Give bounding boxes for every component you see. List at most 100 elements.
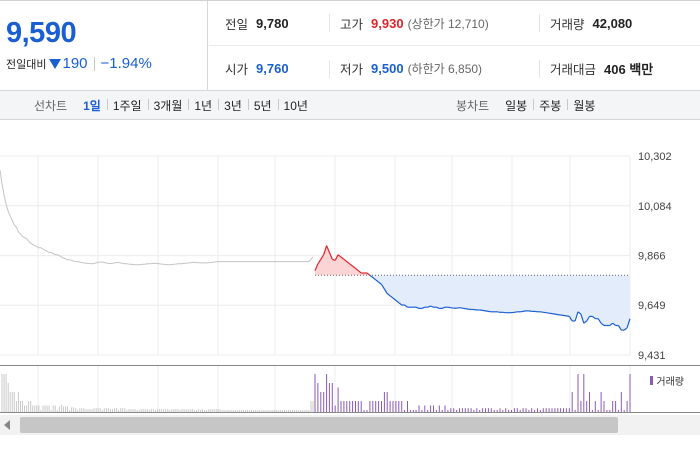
candle-chart-tabs: 봉차트 일봉 주봉 월봉 <box>456 91 601 119</box>
series-line-today-segment <box>404 304 408 308</box>
series-line-today-segment <box>337 254 342 258</box>
stat-prev-close: 전일 9,780 <box>225 1 289 45</box>
current-price: 9,590 <box>6 17 77 49</box>
series-line-today-segment <box>583 320 588 324</box>
tab-3month[interactable]: 3개월 <box>147 97 189 114</box>
series-line-today-segment <box>372 277 377 281</box>
series-line-today-segment <box>612 322 616 326</box>
tab-3year[interactable]: 3년 <box>218 97 248 114</box>
chart-scrollbar[interactable] <box>0 415 700 435</box>
series-line-today-segment <box>580 313 585 324</box>
y-tick-label: 10,084 <box>638 201 672 213</box>
stat-value: 9,780 <box>256 15 289 31</box>
tab-daily-candle[interactable]: 일봉 <box>505 98 528 113</box>
series-line-today-segment <box>568 316 573 322</box>
stat-sub: (상한가 12,710) <box>407 16 489 31</box>
y-tick-label: 9,649 <box>638 300 666 312</box>
stat-label: 시가 <box>225 63 249 77</box>
series-line-today-segment <box>326 245 330 253</box>
series-line-today-segment <box>323 245 328 255</box>
change-percent: −1.94% <box>100 55 152 72</box>
series-line-today-segment <box>626 318 631 328</box>
area-fill-up <box>315 245 630 276</box>
series-line-today-segment <box>436 306 440 309</box>
scroll-thumb[interactable] <box>20 417 618 433</box>
series-line-today-segment <box>346 261 351 265</box>
stat-value: 42,080 <box>592 15 633 31</box>
series-line-previous <box>0 170 314 266</box>
series-line-today-segment <box>421 306 426 309</box>
series-line-today-segment <box>574 311 579 322</box>
series-line-today-segment <box>386 293 391 297</box>
tab-1day[interactable]: 1일 <box>83 98 101 113</box>
price-chart[interactable]: 10,302 10,084 9,866 9,649 9,431 <box>0 121 700 365</box>
series-line-today-segment <box>465 308 469 310</box>
series-line-today-segment <box>551 313 556 315</box>
price-chart-svg: 10,302 10,084 9,866 9,649 9,431 <box>0 151 672 362</box>
stats-row-1: 전일 9,780 고가 9,930 (상한가 12,710) 거래량 42,08… <box>209 1 700 46</box>
stat-volume: 거래량 42,080 <box>539 14 632 32</box>
line-chart-tabs: 선차트 1일 1주일 3개월 1년 3년 5년 10년 <box>34 91 314 119</box>
series-line-today-segment <box>320 254 325 260</box>
quote-summary: 9,590 전일대비 190 −1.94% 전일 9,780 고가 9,930 … <box>0 0 700 91</box>
series-line-today-segment <box>314 263 319 271</box>
stat-value: 9,500 <box>371 61 404 76</box>
series-line-today-segment <box>378 281 382 285</box>
series-line-today-segment <box>392 297 397 301</box>
series-line-today-segment <box>496 311 501 313</box>
series-line-today-segment <box>485 310 489 312</box>
series-line-today-segment <box>369 274 374 278</box>
stat-value: 406 백만 <box>604 62 654 77</box>
series-line-today-segment <box>586 316 591 322</box>
series-line-today-segment <box>560 314 564 317</box>
volume-legend-label: 거래량 <box>656 377 684 388</box>
series-line-today-segment <box>600 322 605 326</box>
series-line-today-segment <box>349 263 353 267</box>
scroll-left-arrow-icon[interactable] <box>4 420 10 430</box>
stat-high: 고가 9,930 (상한가 12,710) <box>329 14 489 32</box>
stat-value: 9,760 <box>256 61 289 76</box>
price-box: 9,590 전일대비 190 −1.94% <box>0 1 208 91</box>
series-line-today-segment <box>566 315 570 317</box>
stat-label: 전일 <box>225 17 249 32</box>
area-fill-down <box>315 275 630 331</box>
stat-value: 9,930 <box>371 15 404 31</box>
series-line-today-segment <box>334 254 339 261</box>
volume-chart-svg <box>1 366 631 412</box>
tab-1week[interactable]: 1주일 <box>106 97 148 114</box>
stat-sub: (하한가 6,850) <box>407 62 483 76</box>
stat-label: 거래대금 <box>550 63 597 77</box>
tab-monthly-candle[interactable]: 월봉 <box>567 97 601 114</box>
series-line-today-segment <box>332 258 336 261</box>
tab-1year[interactable]: 1년 <box>188 97 218 114</box>
stat-label: 저가 <box>340 63 364 77</box>
series-line-today-segment <box>343 258 348 263</box>
volume-chart: 거래량 <box>0 365 700 413</box>
stat-label: 고가 <box>340 17 364 32</box>
price-stats: 전일 9,780 고가 9,930 (상한가 12,710) 거래량 42,08… <box>209 1 700 91</box>
series-line-today-segment <box>317 258 322 265</box>
series-line-today-segment <box>366 272 371 276</box>
tab-10year[interactable]: 10년 <box>277 97 314 114</box>
series-line-today-segment <box>528 310 532 312</box>
series-line-today-segment <box>398 302 403 306</box>
chart-period-tabbar: 선차트 1일 1주일 3개월 1년 3년 5년 10년 봉차트 일봉 주봉 월봉 <box>0 90 700 120</box>
y-tick-label: 10,302 <box>638 151 672 163</box>
line-chart-label: 선차트 <box>34 98 68 113</box>
series-line-today-segment <box>450 307 454 309</box>
y-tick-label: 9,866 <box>638 251 666 263</box>
stat-open: 시가 9,760 <box>225 46 289 91</box>
change-divider <box>93 56 95 71</box>
tab-5year[interactable]: 5년 <box>247 97 278 114</box>
y-tick-label: 9,431 <box>638 350 666 362</box>
series-line-today-segment <box>328 252 333 260</box>
series-line-today-segment <box>456 307 460 309</box>
series-line-today-segment <box>427 305 431 308</box>
series-line-today-segment <box>383 288 388 294</box>
series-line-today-segment <box>540 311 544 313</box>
tab-weekly-candle[interactable]: 주봉 <box>533 97 567 114</box>
series-line-today-segment <box>459 307 463 309</box>
series-line-today-segment <box>415 306 420 309</box>
series-line-today-segment <box>623 327 628 331</box>
series-line-today-segment <box>609 322 614 326</box>
